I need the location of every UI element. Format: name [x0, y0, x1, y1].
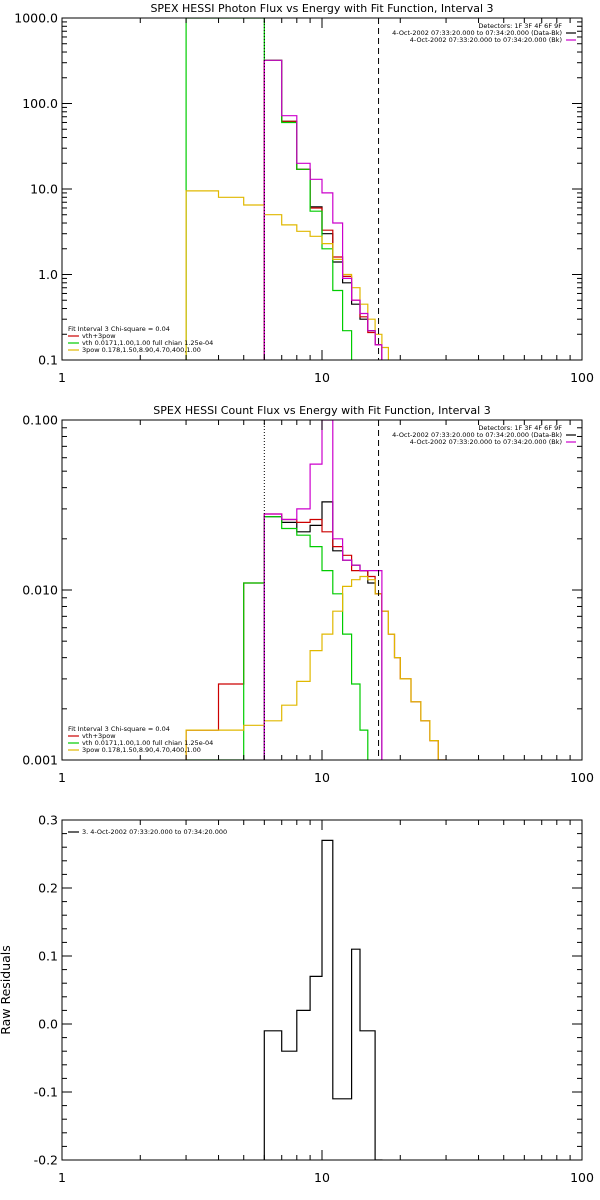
series-vth-3pow — [263, 59, 383, 360]
series-group — [263, 839, 383, 1160]
series-group — [185, 420, 447, 760]
series-background — [263, 59, 383, 360]
legend-right-entry: 4-Oct-2002 07:33:20.000 to 07:34:20.000 … — [410, 438, 562, 446]
series-3pow — [185, 190, 389, 360]
y-tick-label: 0.001 — [22, 753, 58, 768]
y-tick-label: 10.0 — [30, 182, 58, 197]
legend-left-entry: vth 0.0171,1.00,1.00 full chian 1.25e-04 — [82, 739, 213, 747]
y-tick-label: -0.2 — [34, 1153, 58, 1168]
series-vth — [185, 18, 353, 360]
series-vth — [185, 516, 369, 760]
y-tick-label: 1.0 — [38, 267, 58, 282]
legend-right-entry: Detectors: 1F 3F 4F 6F 9F — [478, 22, 562, 30]
x-tick-label: 10 — [314, 770, 330, 785]
x-tick-label: 10 — [314, 1170, 330, 1185]
panel-2: SPEX HESSI Count Flux vs Energy with Fit… — [22, 404, 594, 785]
legend-right-entry: 4-Oct-2002 07:33:20.000 to 07:34:20.000 … — [392, 29, 562, 37]
series-group — [185, 18, 389, 360]
legend-left-entry: 3pow 0.178,1.50,8.90,4.70,400,1.00 — [82, 746, 201, 754]
y-tick-label: 0.100 — [22, 413, 58, 428]
y-axis-label: Raw Residuals — [0, 945, 13, 1035]
series-vth-3pow — [185, 513, 447, 760]
legend-left-entry: vth 0.0171,1.00,1.00 full chian 1.25e-04 — [82, 339, 213, 347]
legend-left-entry: vth+3pow — [82, 732, 116, 740]
y-tick-label: 1000.0 — [14, 11, 58, 26]
y-tick-label: 0.1 — [38, 949, 58, 964]
x-tick-label: 100 — [570, 1170, 594, 1185]
legend-left-entry: vth+3pow — [82, 332, 116, 340]
legend-left-entry: 3. 4-Oct-2002 07:33:20.000 to 07:34:20.0… — [82, 828, 227, 836]
x-tick-label: 1 — [58, 770, 66, 785]
y-tick-label: 0.0 — [38, 1017, 58, 1032]
series-background — [263, 420, 383, 760]
y-tick-label: 0.2 — [38, 881, 58, 896]
x-tick-label: 100 — [570, 770, 594, 785]
legend-right-entry: 4-Oct-2002 07:33:20.000 to 07:34:20.000 … — [392, 431, 562, 439]
y-tick-label: 100.0 — [22, 96, 58, 111]
legend-right-entry: 4-Oct-2002 07:33:20.000 to 07:34:20.000 … — [410, 36, 562, 44]
panel-3: Raw Residuals 1 10 100 -0.2 -0.1 0.0 0.1 0.2 0.3 3… — [0, 813, 594, 1186]
x-tick-label: 10 — [314, 370, 330, 385]
x-tick-label: 100 — [570, 370, 594, 385]
y-tick-label: -0.1 — [34, 1085, 58, 1100]
series-residuals — [263, 839, 383, 1160]
series-3pow — [185, 575, 447, 760]
legend-left-entry: 3pow 0.178,1.50,8.90,4.70,400,1.00 — [82, 346, 201, 354]
chart-title: SPEX HESSI Count Flux vs Energy with Fit… — [153, 404, 490, 417]
legend-right-entry: Detectors: 1F 3F 4F 6F 9F — [478, 424, 562, 432]
panel-1: SPEX HESSI Photon Flux vs Energy with Fi… — [14, 2, 594, 385]
x-tick-label: 1 — [58, 370, 66, 385]
legend-left-entry: Fit Interval 3 Chi-square = 0.04 — [68, 725, 170, 733]
chart-title: SPEX HESSI Photon Flux vs Energy with Fi… — [150, 2, 493, 15]
plot-frame — [61, 419, 583, 761]
x-tick-label: 1 — [58, 1170, 66, 1185]
y-tick-label: 0.010 — [22, 583, 58, 598]
series-data — [263, 501, 383, 760]
legend-left-entry: Fit Interval 3 Chi-square = 0.04 — [68, 325, 170, 333]
y-tick-label: 0.1 — [38, 353, 58, 368]
y-tick-label: 0.3 — [38, 813, 58, 828]
